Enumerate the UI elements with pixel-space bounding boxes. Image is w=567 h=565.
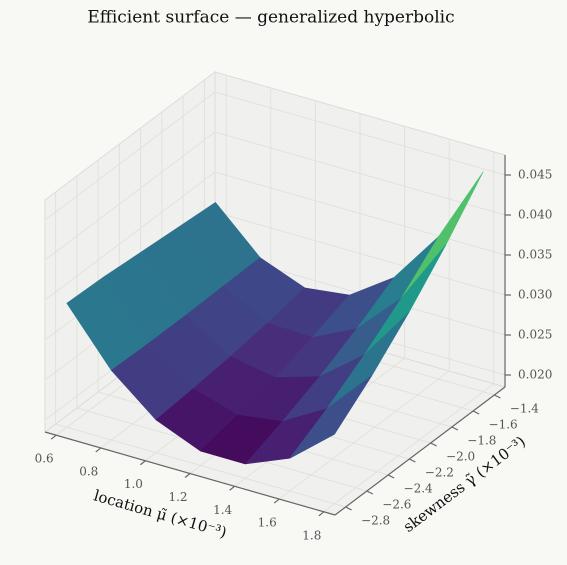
y-tick [409, 458, 416, 463]
y-tick-label: −2.0 [446, 450, 475, 464]
x-tick-label: 1.8 [302, 528, 321, 542]
y-tick [387, 474, 395, 479]
y-tick-label: −2.8 [361, 514, 390, 528]
x-tick-label: 1.6 [258, 516, 277, 530]
y-tick-label: −2.4 [404, 482, 434, 496]
y-tick-label: −1.6 [489, 418, 518, 432]
y-tick-label: −1.4 [510, 402, 540, 416]
surface-cell [289, 375, 373, 459]
grid-line [278, 139, 450, 500]
x-tick-label: 1.2 [168, 490, 187, 504]
y-tick-label: −1.8 [467, 434, 496, 448]
grid-line [44, 131, 506, 261]
z-tick-label: 0.035 [518, 248, 552, 262]
grid-line [44, 91, 506, 221]
y-tick-label: −2.2 [425, 466, 454, 480]
x-tick [273, 498, 280, 504]
chart-title: Efficient surface — generalized hyperbol… [87, 8, 454, 28]
x-tick-label: 0.8 [79, 464, 98, 478]
x-tick-label: 0.6 [35, 452, 54, 466]
x-tick-label: 1.4 [213, 503, 232, 517]
y-tick [430, 442, 437, 447]
grid-line [55, 192, 346, 508]
x-tick [318, 511, 325, 517]
grid-line [76, 176, 368, 492]
z-tick-label: 0.030 [518, 288, 552, 302]
z-tick-label: 0.020 [518, 368, 552, 382]
x-tick [229, 485, 235, 491]
x-tick [184, 473, 191, 478]
x-axis-label: location μ̃ (×10⁻³) [92, 486, 229, 541]
x-tick [50, 434, 57, 440]
y-axis [334, 386, 506, 516]
y-tick [345, 506, 352, 511]
y-tick [494, 394, 501, 399]
x-tick-label: 1.0 [124, 477, 143, 491]
z-tick-label: 0.040 [518, 208, 552, 222]
y-tick-label: −2.6 [382, 498, 411, 512]
y-tick [472, 410, 480, 415]
z-tick-label: 0.025 [518, 328, 552, 342]
y-tick [366, 490, 374, 495]
grid-line [323, 151, 495, 513]
x-tick [95, 447, 102, 453]
z-tick-label: 0.045 [518, 168, 552, 182]
x-tick [140, 460, 146, 466]
grid-line [44, 171, 506, 301]
y-tick [451, 426, 459, 431]
